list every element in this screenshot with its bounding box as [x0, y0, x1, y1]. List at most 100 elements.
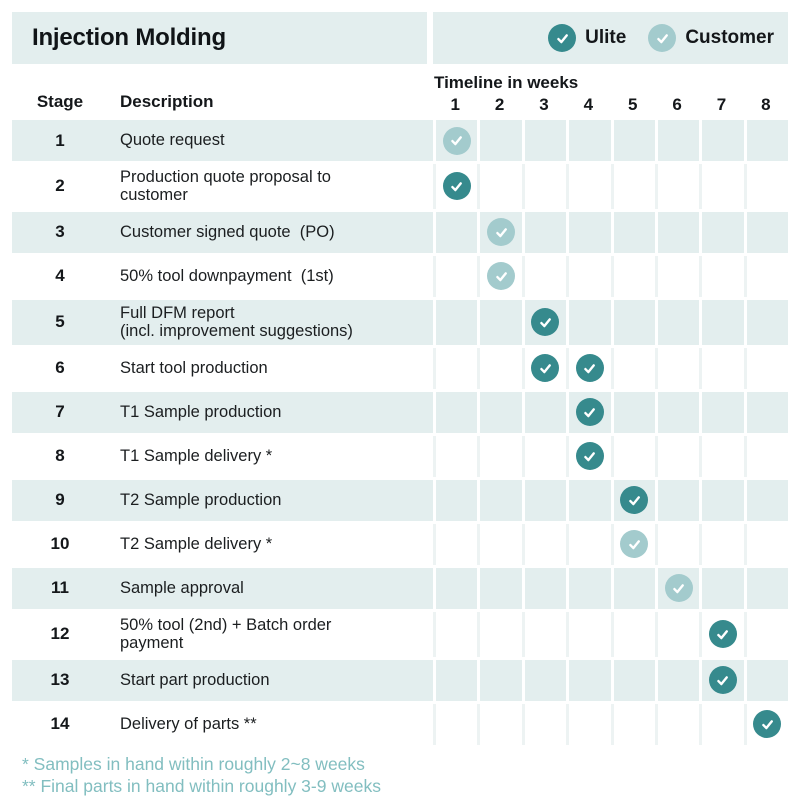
week-cell — [654, 255, 699, 297]
week-cell — [521, 611, 566, 657]
stage-description: Full DFM report (incl. improvement sugge… — [120, 303, 353, 341]
customer-check-icon — [442, 126, 471, 155]
stage-description: T1 Sample production — [120, 403, 282, 422]
customer-check-icon — [664, 574, 693, 603]
week-cell — [610, 120, 655, 161]
week-cell — [610, 611, 655, 657]
week-cell — [610, 211, 655, 253]
week-cell — [743, 703, 788, 745]
ulite-check-icon — [753, 710, 782, 739]
stage-number: 11 — [51, 578, 69, 598]
week-cell — [743, 255, 788, 297]
week-cell — [654, 120, 699, 161]
week-cell — [699, 703, 743, 745]
stage-description: 50% tool downpayment (1st) — [120, 267, 334, 286]
table-row: 14 Delivery of parts ** — [12, 703, 788, 745]
week-number: 6 — [672, 95, 682, 114]
column-header-row: Stage Description Timeline in weeks 1 2 … — [12, 64, 788, 120]
week-cell — [654, 391, 699, 433]
stage-number: 10 — [50, 534, 70, 554]
rows: 1 Quote request 2 Production quote proposal… — [12, 120, 788, 745]
stage-number: 7 — [55, 402, 65, 422]
ulite-check-icon — [531, 308, 560, 337]
week-cell — [433, 479, 477, 521]
stage-description: Start tool production — [120, 359, 268, 378]
week-cell — [654, 703, 699, 745]
week-cell — [610, 523, 655, 565]
week-cell — [743, 211, 788, 253]
week-cell — [699, 347, 743, 389]
week-cell — [654, 611, 699, 657]
week-cell — [610, 703, 655, 745]
week-number: 8 — [761, 95, 771, 114]
stage-number: 6 — [55, 358, 65, 378]
stage-number: 14 — [50, 714, 70, 734]
table-row: 7 T1 Sample production — [12, 391, 788, 433]
week-cell — [477, 164, 521, 209]
week-cell — [654, 211, 699, 253]
legend-item-ulite: Ulite — [548, 24, 626, 52]
legend-label-ulite: Ulite — [585, 27, 627, 48]
week-cell — [610, 255, 655, 297]
table-row: 8 T1 Sample delivery * — [12, 435, 788, 477]
stage-description: Start part production — [120, 671, 270, 690]
week-cell — [699, 523, 743, 565]
week-cell — [433, 391, 477, 433]
week-cell — [610, 164, 655, 209]
stage-number: 5 — [55, 312, 65, 332]
week-cell — [566, 523, 610, 565]
week-cell — [610, 567, 655, 609]
week-cell — [566, 479, 610, 521]
week-cell — [521, 567, 566, 609]
table-row: 10 T2 Sample delivery * — [12, 523, 788, 565]
stage-number: 4 — [55, 266, 65, 286]
week-cell — [699, 299, 743, 345]
week-cell — [743, 659, 788, 701]
ulite-check-icon — [575, 354, 604, 383]
week-cell — [699, 211, 743, 253]
table-row: 11 Sample approval — [12, 567, 788, 609]
week-cell — [699, 611, 743, 657]
week-cell — [654, 567, 699, 609]
week-cell — [521, 703, 566, 745]
week-cell — [477, 120, 521, 161]
week-cell — [477, 567, 521, 609]
week-cell — [566, 703, 610, 745]
customer-check-icon — [620, 530, 649, 559]
week-cell — [654, 347, 699, 389]
week-cell — [566, 120, 610, 161]
footnote-samples: * Samples in hand within roughly 2~8 wee… — [22, 753, 365, 774]
week-cell — [521, 120, 566, 161]
ulite-check-icon — [620, 486, 649, 515]
ulite-check-icon — [531, 354, 560, 383]
week-cell — [566, 347, 610, 389]
week-cell — [477, 299, 521, 345]
footnote-final-parts: ** Final parts in hand within roughly 3-… — [22, 775, 381, 796]
week-cell — [521, 164, 566, 209]
week-cell — [433, 523, 477, 565]
week-cell — [433, 567, 477, 609]
week-cell — [699, 567, 743, 609]
week-number: 7 — [716, 95, 727, 114]
week-cell — [610, 391, 655, 433]
stage-number: 8 — [55, 446, 65, 466]
week-cell — [743, 391, 788, 433]
ulite-check-icon — [548, 24, 577, 52]
week-cell — [433, 255, 477, 297]
week-cell — [521, 255, 566, 297]
legend-item-customer: Customer — [648, 24, 774, 52]
table-row: 3 Customer signed quote (PO) — [12, 211, 788, 253]
week-cell — [699, 391, 743, 433]
week-cell — [566, 391, 610, 433]
stage-description: Customer signed quote (PO) — [120, 223, 335, 242]
week-cell — [521, 391, 566, 433]
week-cell — [433, 164, 477, 209]
table-row: 2 Production quote proposal to customer — [12, 164, 788, 209]
week-cell — [477, 703, 521, 745]
week-cell — [699, 659, 743, 701]
stage-description: T2 Sample production — [120, 491, 282, 510]
legend: Ulite Customer — [433, 12, 788, 64]
week-cell — [566, 567, 610, 609]
week-cell — [477, 391, 521, 433]
week-cell — [610, 299, 655, 345]
